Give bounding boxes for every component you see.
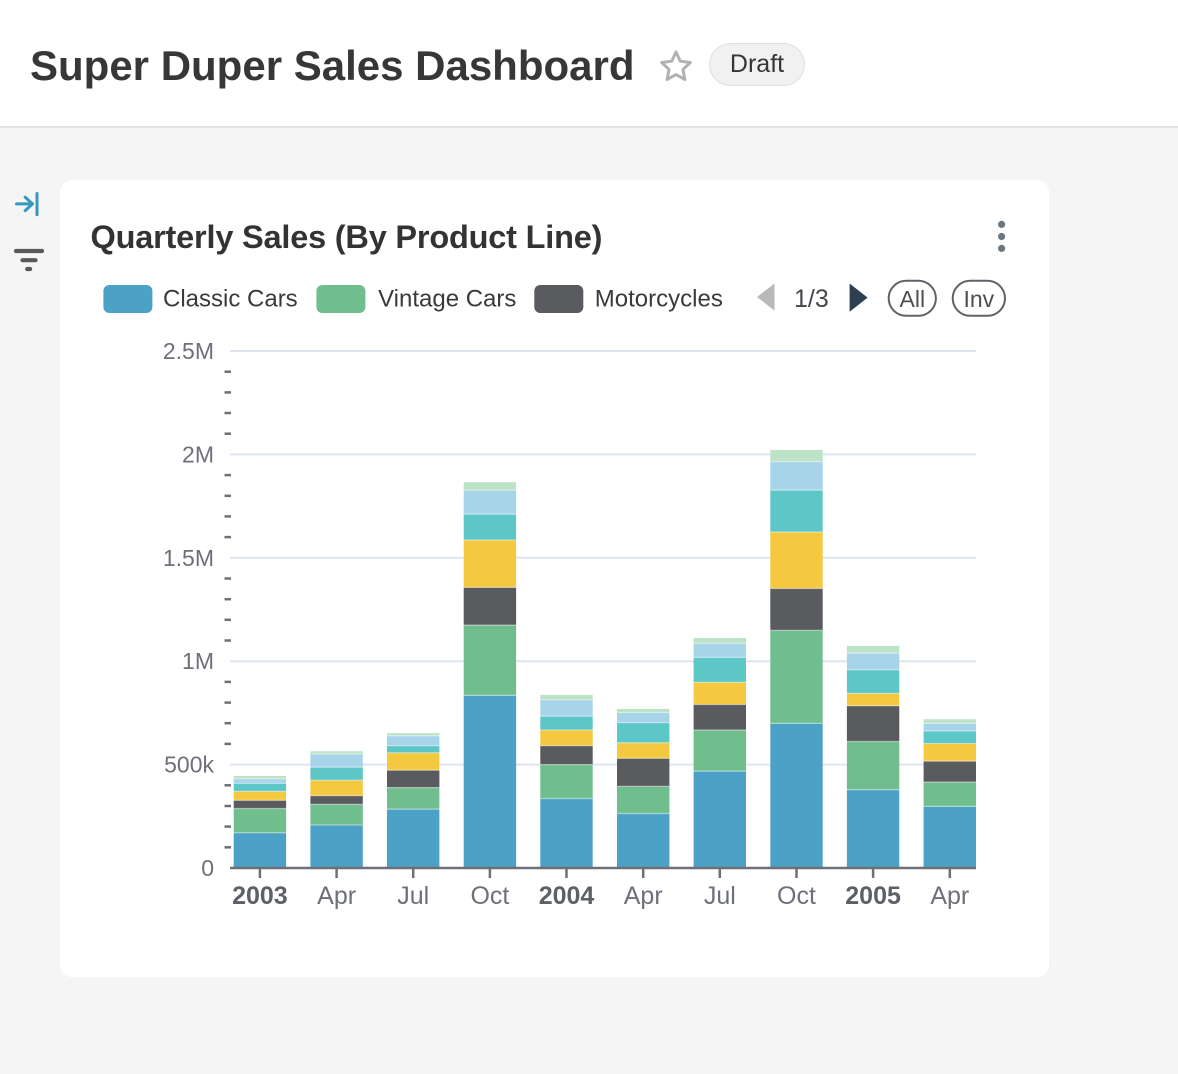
svg-text:2005: 2005 bbox=[845, 882, 901, 910]
svg-text:2003: 2003 bbox=[232, 882, 288, 910]
svg-text:2.5M: 2.5M bbox=[163, 338, 214, 364]
svg-text:1/3: 1/3 bbox=[794, 285, 829, 313]
svg-text:Apr: Apr bbox=[624, 882, 663, 910]
svg-text:Motorcycles: Motorcycles bbox=[595, 286, 723, 313]
svg-text:500k: 500k bbox=[164, 752, 214, 778]
svg-text:Inv: Inv bbox=[963, 286, 994, 312]
svg-text:Oct: Oct bbox=[777, 882, 816, 910]
svg-text:1M: 1M bbox=[182, 648, 214, 674]
svg-text:Apr: Apr bbox=[930, 882, 969, 910]
svg-text:1.5M: 1.5M bbox=[163, 545, 214, 571]
svg-text:Apr: Apr bbox=[317, 882, 356, 910]
svg-text:2M: 2M bbox=[182, 441, 214, 467]
svg-text:0: 0 bbox=[201, 855, 214, 881]
svg-text:2004: 2004 bbox=[539, 882, 595, 910]
svg-text:Classic Cars: Classic Cars bbox=[163, 286, 298, 313]
svg-text:Vintage Cars: Vintage Cars bbox=[378, 286, 516, 313]
svg-text:All: All bbox=[900, 286, 926, 312]
svg-text:Jul: Jul bbox=[397, 882, 429, 910]
svg-text:Oct: Oct bbox=[470, 882, 509, 910]
svg-text:Jul: Jul bbox=[704, 882, 736, 910]
